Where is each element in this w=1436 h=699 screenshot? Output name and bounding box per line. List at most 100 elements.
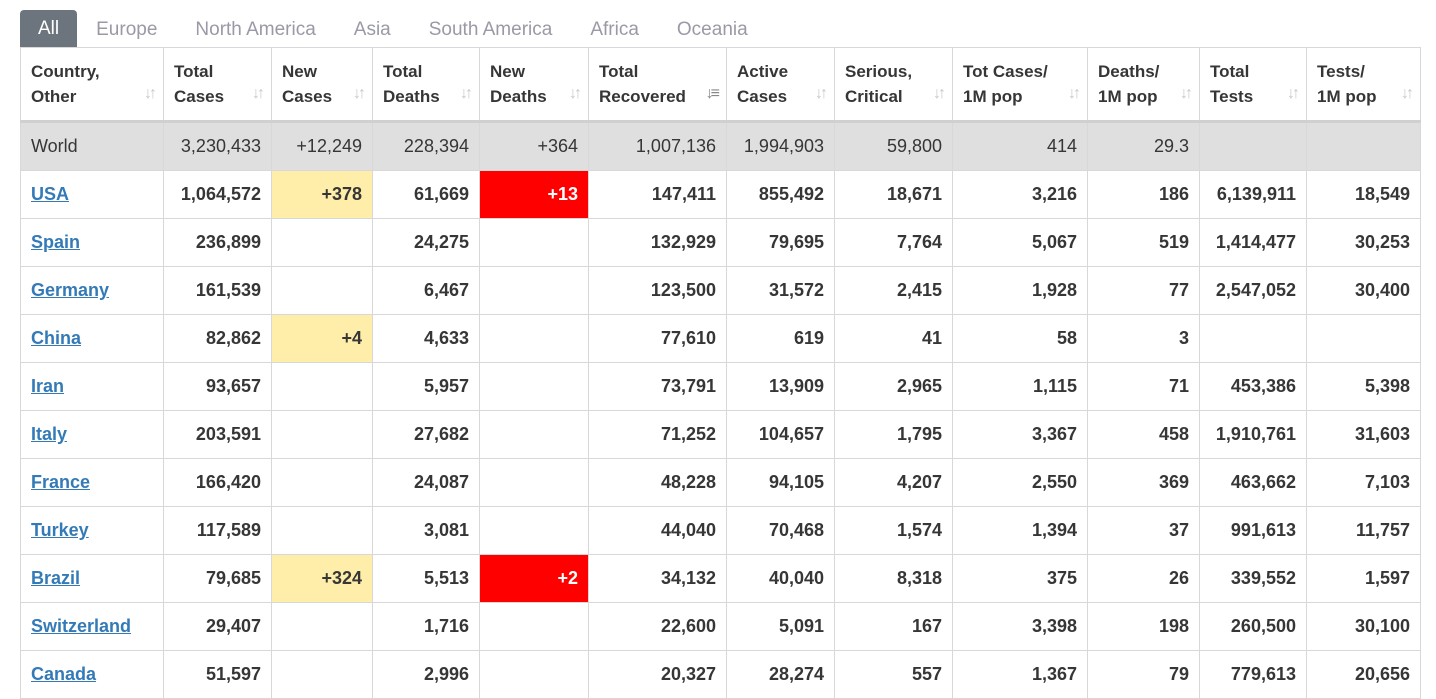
column-header[interactable]: Total Cases ↓↑ — [163, 47, 272, 123]
data-cell: 28,274 — [726, 650, 835, 699]
data-cell: 2,996 — [372, 650, 480, 699]
sort-icon[interactable]: ↓↑ — [1068, 85, 1081, 102]
column-header[interactable]: Tot Cases/1M pop ↓↑ — [952, 47, 1088, 123]
country-link[interactable]: Spain — [31, 232, 81, 252]
column-header[interactable]: Country, Other ↓↑ — [20, 47, 164, 123]
sort-icon[interactable]: ↓↑ — [815, 85, 828, 102]
country-link[interactable]: China — [31, 328, 82, 348]
country-link[interactable]: Switzerland — [31, 616, 132, 636]
sort-icon[interactable]: ↓↑ — [1287, 85, 1300, 102]
column-header-label-line1: Total — [1210, 62, 1250, 81]
country-link[interactable]: Italy — [31, 424, 68, 444]
data-cell: 619 — [726, 314, 835, 363]
country-cell: Spain — [20, 218, 164, 267]
tab-europe[interactable]: Europe — [96, 19, 158, 40]
table-row: China 82,862 +4 4,633 77,610 619 41 58 3 — [20, 314, 1421, 363]
covid-table: Country, Other ↓↑ Total Cases ↓↑ New Cases ↓↑ Tot… — [20, 47, 1421, 699]
data-cell: 20,327 — [588, 650, 727, 699]
country-link[interactable]: USA — [31, 184, 70, 204]
data-cell — [1306, 314, 1421, 363]
column-header-label-line2: 1M pop — [1098, 87, 1158, 106]
column-header[interactable]: New Deaths ↓↑ — [479, 47, 589, 123]
covid-table-container: Country, Other ↓↑ Total Cases ↓↑ New Cases ↓↑ Tot… — [20, 47, 1421, 699]
data-cell: 339,552 — [1199, 554, 1307, 603]
data-cell: +12,249 — [271, 121, 373, 171]
column-header[interactable]: Deaths/1M pop ↓↑ — [1087, 47, 1200, 123]
data-cell: 1,597 — [1306, 554, 1421, 603]
data-cell: 73,791 — [588, 362, 727, 411]
data-cell: 369 — [1087, 458, 1200, 507]
country-link[interactable]: France — [31, 472, 91, 492]
country-link[interactable]: Brazil — [31, 568, 81, 588]
sort-icon[interactable]: ↓↑ — [1401, 85, 1414, 102]
data-cell: 3,216 — [952, 170, 1088, 219]
tab-south-america[interactable]: South America — [428, 19, 553, 40]
sort-icon[interactable]: ↓↑ — [933, 85, 946, 102]
country-link[interactable]: Germany — [31, 280, 110, 300]
column-header-label-line2: Other — [31, 87, 77, 106]
column-header[interactable]: Total Tests ↓↑ — [1199, 47, 1307, 123]
tab-all[interactable]: All — [20, 10, 78, 48]
country-cell: Iran — [20, 362, 164, 411]
data-cell: 2,415 — [834, 266, 953, 315]
column-header-label-line1: New — [490, 62, 525, 81]
data-cell: 3 — [1087, 314, 1200, 363]
data-cell: 1,367 — [952, 650, 1088, 699]
country-cell: France — [20, 458, 164, 507]
data-cell: 1,007,136 — [588, 121, 727, 171]
country-link[interactable]: Turkey — [31, 520, 89, 540]
table-row: Spain 236,899 24,275 132,929 79,695 7,764 5,06… — [20, 218, 1421, 267]
column-header[interactable]: Total Deaths ↓↑ — [372, 47, 480, 123]
data-cell — [1199, 121, 1307, 171]
sort-icon[interactable]: ↓↑ — [569, 85, 582, 102]
data-cell: 51,597 — [163, 650, 272, 699]
data-cell: 18,549 — [1306, 170, 1421, 219]
column-header[interactable]: Tests/1M pop ↓↑ — [1306, 47, 1421, 123]
column-header-label-line2: 1M pop — [963, 87, 1023, 106]
data-cell — [479, 266, 589, 315]
data-cell: 1,928 — [952, 266, 1088, 315]
data-cell: 34,132 — [588, 554, 727, 603]
data-cell: 453,386 — [1199, 362, 1307, 411]
sort-icon[interactable]: ↓↑ — [353, 85, 366, 102]
column-header[interactable]: Total Recovered ↓≡ — [588, 47, 727, 123]
data-cell — [1306, 121, 1421, 171]
data-cell: 79,695 — [726, 218, 835, 267]
sort-icon[interactable]: ↓↑ — [252, 85, 265, 102]
data-cell: 1,716 — [372, 602, 480, 651]
data-cell: 991,613 — [1199, 506, 1307, 555]
data-cell: 6,139,911 — [1199, 170, 1307, 219]
data-cell: 48,228 — [588, 458, 727, 507]
column-header-label-line2: Cases — [282, 87, 333, 106]
column-header-label-line1: New — [282, 62, 317, 81]
sort-icon[interactable]: ↓↑ — [1180, 85, 1193, 102]
data-cell: 44,040 — [588, 506, 727, 555]
column-header[interactable]: Serious, Critical ↓↑ — [834, 47, 953, 123]
tab-oceania[interactable]: Oceania — [676, 19, 748, 40]
data-cell: 40,040 — [726, 554, 835, 603]
column-header[interactable]: New Cases ↓↑ — [271, 47, 373, 123]
sort-icon[interactable]: ↓↑ — [144, 85, 157, 102]
country-link[interactable]: Iran — [31, 376, 65, 396]
tab-asia[interactable]: Asia — [353, 19, 391, 40]
country-link[interactable]: Canada — [31, 664, 97, 684]
data-cell: 132,929 — [588, 218, 727, 267]
data-cell: 5,067 — [952, 218, 1088, 267]
table-row: Canada 51,597 2,996 20,327 28,274 557 1,367 79 7… — [20, 650, 1421, 699]
tab-africa[interactable]: Africa — [590, 19, 639, 40]
data-cell: 5,513 — [372, 554, 480, 603]
column-header[interactable]: Active Cases ↓↑ — [726, 47, 835, 123]
tab-north-america[interactable]: North America — [195, 19, 316, 40]
data-cell: 30,253 — [1306, 218, 1421, 267]
sort-desc-icon[interactable]: ↓≡ — [705, 85, 720, 102]
sort-icon[interactable]: ↓↑ — [460, 85, 473, 102]
data-cell: 29,407 — [163, 602, 272, 651]
column-header-label-line1: Deaths/ — [1098, 62, 1160, 81]
data-cell — [479, 506, 589, 555]
table-row: Italy 203,591 27,682 71,252 104,657 1,795 3,36… — [20, 410, 1421, 459]
country-cell: World — [20, 121, 164, 171]
data-cell: +378 — [271, 170, 373, 219]
data-cell: 1,994,903 — [726, 121, 835, 171]
data-cell: 123,500 — [588, 266, 727, 315]
column-header-label-line2: Deaths — [383, 87, 440, 106]
